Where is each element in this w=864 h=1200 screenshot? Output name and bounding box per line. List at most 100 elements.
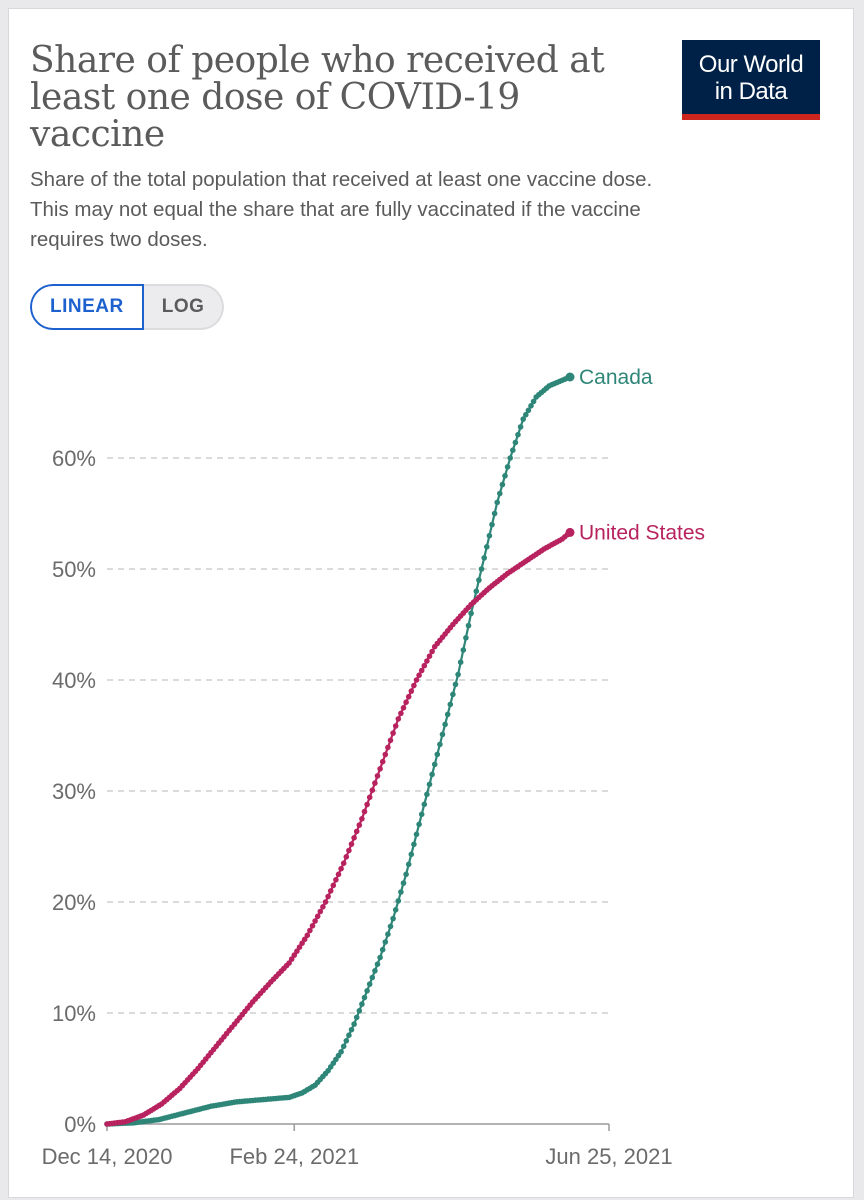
canada-data-point <box>382 939 389 945</box>
canada-data-point <box>353 1014 360 1021</box>
canada-series-line <box>106 375 571 1126</box>
canada-data-point <box>486 532 493 539</box>
canada-data-point <box>361 994 368 1001</box>
canada-data-point <box>512 439 519 446</box>
united-states-data-point <box>426 653 433 659</box>
canada-series-label: Canada <box>579 366 653 389</box>
canada-data-point <box>424 791 430 798</box>
canada-data-point <box>528 403 534 409</box>
united-states-data-point <box>424 658 430 664</box>
united-states-data-point <box>413 677 420 683</box>
united-states-data-point <box>565 527 575 537</box>
canada-data-point <box>473 588 480 594</box>
canada-data-point <box>463 635 469 641</box>
canada-data-point <box>338 1049 344 1055</box>
united-states-data-point <box>307 927 313 934</box>
united-states-data-point <box>416 672 422 678</box>
united-states-data-point <box>314 913 321 920</box>
canada-data-point <box>499 481 506 488</box>
canada-data-point <box>442 721 448 728</box>
y-tick-label: 30% <box>52 779 96 804</box>
canada-data-point <box>421 801 428 808</box>
united-states-data-point <box>377 766 383 772</box>
united-states-data-point <box>304 932 311 939</box>
united-states-series-label: United States <box>579 521 705 544</box>
linear-scale-button[interactable]: LINEAR <box>30 284 144 330</box>
owid-logo[interactable]: Our World in Data <box>682 40 820 120</box>
canada-data-point <box>369 974 376 981</box>
united-states-data-point <box>346 847 352 854</box>
canada-data-point <box>429 771 435 778</box>
canada-data-point <box>476 577 482 583</box>
united-states-data-point <box>387 737 394 744</box>
subtitle-line-1: Share of the total population that recei… <box>30 168 653 191</box>
united-states-data-point <box>403 699 409 705</box>
united-states-data-point <box>312 918 318 924</box>
canada-data-point <box>374 961 381 967</box>
log-scale-button[interactable]: LOG <box>143 284 225 330</box>
canada-data-point <box>497 490 503 497</box>
united-states-data-point <box>351 835 357 841</box>
canada-data-point <box>494 499 501 506</box>
y-tick-label: 60% <box>52 446 96 471</box>
united-states-data-point <box>366 794 373 801</box>
canada-data-point <box>491 510 498 517</box>
canada-data-point <box>387 923 394 930</box>
canada-data-point <box>507 455 513 461</box>
canada-data-point <box>439 731 446 738</box>
canada-data-point <box>434 751 441 758</box>
canada-data-point <box>411 841 417 848</box>
united-states-data-point <box>301 936 308 943</box>
canada-data-point <box>504 464 511 470</box>
canada-data-point <box>348 1026 355 1033</box>
canada-data-point <box>392 907 399 913</box>
united-states-data-point <box>372 780 378 786</box>
united-states-data-point <box>348 841 355 847</box>
canada-data-point <box>390 915 396 922</box>
canada-data-point <box>450 691 456 698</box>
united-states-data-point <box>338 865 344 872</box>
canada-data-point <box>418 811 425 818</box>
canada-data-point <box>515 431 521 438</box>
united-states-data-point <box>343 854 350 860</box>
canada-data-point <box>460 647 467 653</box>
logo-line-2: in Data <box>714 78 788 105</box>
united-states-data-point <box>317 908 324 915</box>
canada-data-point <box>405 861 412 868</box>
united-states-data-point <box>330 882 337 889</box>
canada-data-point <box>565 372 575 382</box>
y-tick-label: 40% <box>52 668 96 693</box>
canada-data-point <box>366 981 373 987</box>
canada-data-point <box>372 968 378 974</box>
canada-data-point <box>408 851 415 858</box>
canada-data-point <box>437 741 443 748</box>
canada-data-point <box>400 880 407 886</box>
united-states-data-point <box>408 688 415 694</box>
united-states-data-point <box>325 893 331 900</box>
united-states-data-point <box>296 944 303 950</box>
canada-data-point <box>431 761 438 768</box>
canada-data-point <box>465 622 472 629</box>
canada-data-point <box>481 555 488 561</box>
canada-data-point <box>530 398 537 405</box>
canada-data-point <box>351 1021 357 1027</box>
canada-data-point <box>395 898 402 904</box>
united-states-data-point <box>400 705 407 711</box>
canada-data-point <box>416 821 422 828</box>
united-states-data-point <box>390 730 396 736</box>
canada-data-point <box>455 671 461 678</box>
title-line-2: least one dose of COVID-19 <box>30 77 520 118</box>
chart-card <box>8 8 854 1198</box>
united-states-data-point <box>320 904 326 910</box>
united-states-data-point <box>398 710 404 717</box>
united-states-data-point <box>379 758 386 765</box>
y-tick-label: 50% <box>52 557 96 582</box>
united-states-data-point <box>421 662 428 669</box>
subtitle-line-3: requires two doses. <box>30 228 208 251</box>
canada-data-point <box>478 566 485 572</box>
x-tick-label: Jun 25, 2021 <box>545 1144 672 1169</box>
canada-data-point <box>403 871 409 878</box>
canada-data-point <box>359 1001 365 1007</box>
united-states-data-point <box>429 648 435 655</box>
